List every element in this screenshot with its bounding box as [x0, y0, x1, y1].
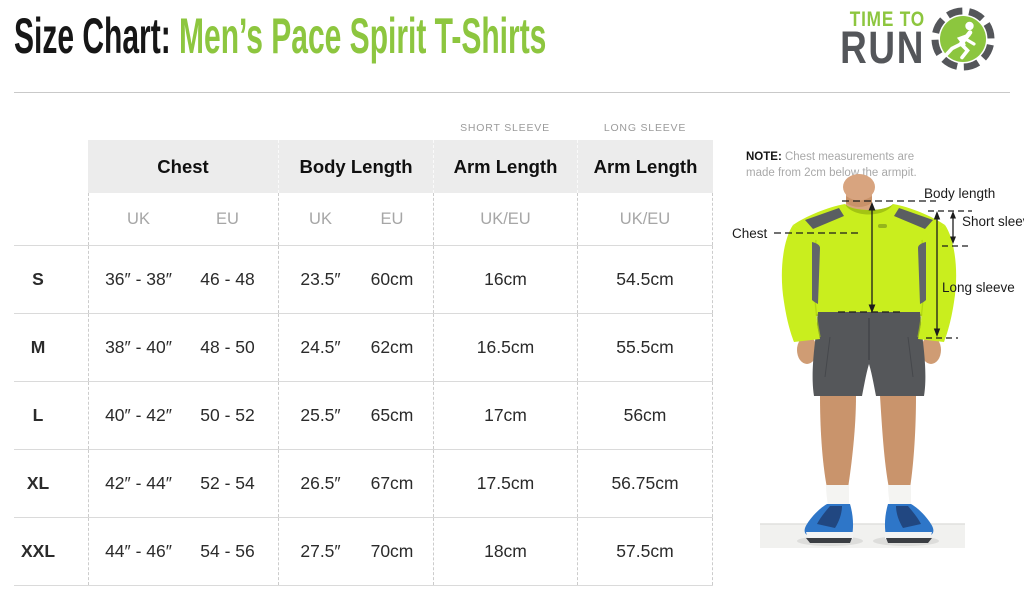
- table-header-row: Chest Body Length Arm Length Arm Length: [14, 140, 713, 193]
- size-label: XXL: [20, 541, 56, 561]
- chest-uk-value: 38″ - 40″: [88, 314, 188, 381]
- size-label: M: [30, 337, 46, 357]
- size-table: SHORT SLEEVE LONG SLEEVE Chest Body Leng…: [14, 110, 713, 586]
- model-photo: [781, 174, 957, 543]
- body-uk-value: 25.5″: [278, 382, 362, 449]
- body-length-annotation-label: Body length: [924, 186, 995, 201]
- subheader-body-uk: UK: [278, 193, 362, 245]
- arm-long-value: 57.5cm: [577, 518, 713, 585]
- note-line2: made from 2cm below the armpit.: [746, 167, 917, 179]
- subheader-chest-eu: EU: [216, 209, 239, 228]
- runner-icon: [931, 7, 995, 71]
- col-header-chest: Chest: [88, 140, 278, 193]
- subheader-chest-uk: UK: [88, 193, 188, 245]
- arm-short-value: 18cm: [433, 518, 577, 585]
- body-uk-value: 24.5″: [278, 314, 362, 381]
- size-label: XL: [26, 473, 50, 493]
- chest-eu-value: 52 - 54: [200, 473, 255, 493]
- long-sleeve-label: LONG SLEEVE: [603, 122, 687, 134]
- chest-uk-value: 44″ - 46″: [88, 518, 188, 585]
- table-row-m: M 38″ - 40″ 48 - 50 24.5″ 62cm 16.5cm 55…: [14, 313, 713, 381]
- arm-short-value: 17cm: [433, 382, 577, 449]
- arm-short-value: 16.5cm: [433, 314, 577, 381]
- chest-eu-value: 46 - 48: [200, 269, 255, 289]
- chest-uk-value: 36″ - 38″: [88, 246, 188, 313]
- note-label: NOTE:: [746, 151, 782, 163]
- subheader-arm-long: UK/EU: [577, 193, 713, 245]
- body-eu-value: 62cm: [370, 337, 414, 357]
- body-eu-value: 60cm: [370, 269, 414, 289]
- col-header-arm-length-long: Arm Length: [577, 140, 713, 193]
- col-header-body-length: Body Length: [278, 140, 433, 193]
- size-label: L: [32, 405, 44, 425]
- table-subheader-row: UK EU UK EU UK/EU UK/EU: [14, 193, 713, 245]
- col-header-arm-length-short: Arm Length: [433, 140, 577, 193]
- model-measurement-diagram: Chest Body length Short sleeve Long slee…: [732, 174, 1024, 548]
- sleeve-label-row: SHORT SLEEVE LONG SLEEVE: [14, 110, 713, 140]
- chest-eu-value: 48 - 50: [200, 337, 255, 357]
- page-title-prefix: Size Chart:: [14, 8, 171, 64]
- chest-uk-value: 40″ - 42″: [88, 382, 188, 449]
- arm-long-value: 56.75cm: [577, 450, 713, 517]
- chest-eu-value: 50 - 52: [200, 405, 255, 425]
- table-row-xl: XL 42″ - 44″ 52 - 54 26.5″ 67cm 17.5cm 5…: [14, 449, 713, 517]
- body-uk-value: 26.5″: [278, 450, 362, 517]
- chest-annotation-label: Chest: [732, 226, 768, 241]
- page-title: Size Chart: Men’s Pace Spirit T-Shirts: [14, 10, 546, 62]
- arm-long-value: 54.5cm: [577, 246, 713, 313]
- size-label: S: [32, 269, 44, 289]
- long-sleeve-annotation-label: Long sleeve: [942, 280, 1015, 295]
- body-uk-value: 23.5″: [278, 246, 362, 313]
- table-row-s: S 36″ - 38″ 46 - 48 23.5″ 60cm 16cm 54.5…: [14, 245, 713, 313]
- left-shoe: [804, 504, 854, 543]
- body-eu-value: 67cm: [370, 473, 414, 493]
- arm-short-value: 16cm: [433, 246, 577, 313]
- body-eu-value: 70cm: [370, 541, 414, 561]
- right-shoe: [884, 504, 934, 543]
- subheader-arm-short: UK/EU: [433, 193, 577, 245]
- table-row-l: L 40″ - 42″ 50 - 52 25.5″ 65cm 17cm 56cm: [14, 381, 713, 449]
- table-row-xxl: XXL 44″ - 46″ 54 - 56 27.5″ 70cm 18cm 57…: [14, 517, 713, 586]
- brand-logo-text: TIME TO RUN: [814, 8, 925, 73]
- arm-long-value: 55.5cm: [577, 314, 713, 381]
- page-title-product: Men’s Pace Spirit T-Shirts: [170, 8, 547, 64]
- floor-platform: [760, 523, 965, 548]
- subheader-body-eu: EU: [380, 209, 404, 228]
- body-uk-value: 27.5″: [278, 518, 362, 585]
- short-sleeve-label: SHORT SLEEVE: [460, 122, 550, 134]
- arm-short-value: 17.5cm: [433, 450, 577, 517]
- chest-eu-value: 54 - 56: [200, 541, 255, 561]
- short-sleeve-annotation-label: Short sleeve: [962, 214, 1024, 229]
- measurement-annotations: [774, 200, 972, 339]
- note-line1: Chest measurements are: [781, 151, 915, 163]
- brand-logo-line2: RUN: [840, 22, 925, 73]
- title-divider: [14, 92, 1010, 93]
- arm-long-value: 56cm: [577, 382, 713, 449]
- measurement-note: NOTE: Chest measurements are made from 2…: [746, 149, 946, 181]
- chest-uk-value: 42″ - 44″: [88, 450, 188, 517]
- body-eu-value: 65cm: [370, 405, 414, 425]
- brand-logo-line1: TIME TO: [849, 8, 925, 31]
- shirt-logo-mark: [878, 224, 887, 228]
